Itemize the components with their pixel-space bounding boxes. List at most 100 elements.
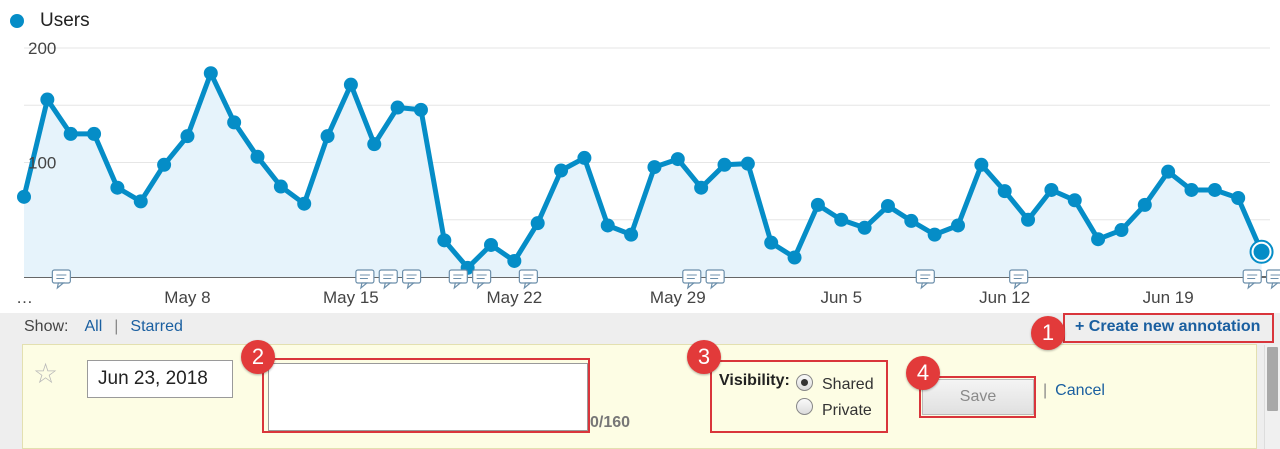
annotation-date-input[interactable]	[87, 360, 233, 398]
data-point-45[interactable]	[1067, 193, 1082, 208]
data-point-37[interactable]	[880, 199, 895, 214]
data-point-29[interactable]	[694, 180, 709, 195]
data-point-52[interactable]	[1231, 190, 1246, 205]
star-icon[interactable]: ☆	[33, 358, 59, 389]
data-point-23[interactable]	[554, 163, 569, 178]
users-chart[interactable]: 100 200 … May 8 May 15 May 22 May 29 Jun 5 Jun 1…	[0, 0, 1280, 313]
x-tick-label-3: May 29	[650, 288, 706, 307]
annotation-marker-icon[interactable]	[402, 269, 422, 290]
data-point-0[interactable]	[17, 189, 31, 204]
data-point-53[interactable]	[1253, 243, 1270, 260]
data-point-8[interactable]	[203, 66, 218, 81]
data-point-12[interactable]	[297, 196, 312, 211]
data-point-16[interactable]	[390, 100, 405, 115]
data-point-43[interactable]	[1021, 212, 1036, 227]
data-point-32[interactable]	[764, 235, 779, 250]
data-point-28[interactable]	[670, 152, 685, 167]
x-tick-label-1: May 15	[323, 288, 379, 307]
annotation-marker-icon[interactable]	[705, 269, 725, 290]
data-point-44[interactable]	[1044, 182, 1059, 197]
data-point-41[interactable]	[974, 157, 989, 172]
annotation-marker-icon[interactable]	[378, 269, 398, 290]
data-point-13[interactable]	[320, 129, 335, 144]
data-point-20[interactable]	[484, 237, 498, 252]
data-point-5[interactable]	[133, 194, 148, 209]
data-point-50[interactable]	[1184, 182, 1199, 197]
data-point-4[interactable]	[110, 180, 125, 195]
visibility-shared-label[interactable]: Shared	[822, 376, 874, 393]
legend-dot-icon	[10, 14, 24, 28]
data-point-3[interactable]	[87, 126, 102, 141]
data-point-18[interactable]	[437, 233, 452, 248]
data-point-40[interactable]	[951, 218, 965, 233]
annotation-marker-icon[interactable]	[448, 269, 468, 290]
cancel-row: | Cancel	[1043, 382, 1105, 400]
x-tick-label-start: …	[16, 288, 33, 307]
data-point-26[interactable]	[624, 227, 639, 242]
cancel-divider: |	[1043, 382, 1048, 399]
data-point-14[interactable]	[343, 77, 358, 92]
x-tick-label-4: Jun 5	[820, 288, 862, 307]
annotation-marker-icon[interactable]	[518, 269, 538, 290]
data-point-27[interactable]	[647, 160, 662, 175]
chart-legend[interactable]: Users	[10, 8, 90, 34]
filter-divider: |	[114, 318, 119, 335]
annotation-marker-icon[interactable]	[355, 269, 375, 290]
step-badge-1: 1	[1031, 316, 1065, 350]
annotation-marker-icon[interactable]	[915, 269, 935, 290]
data-point-46[interactable]	[1091, 232, 1106, 247]
data-point-47[interactable]	[1114, 223, 1129, 238]
data-point-30[interactable]	[717, 157, 732, 172]
data-point-38[interactable]	[904, 213, 919, 228]
visibility-private-label[interactable]: Private	[822, 402, 872, 419]
char-count: 0/160	[590, 414, 631, 431]
show-label: Show:	[24, 318, 69, 335]
x-tick-label-0: May 8	[164, 288, 210, 307]
step-badge-4: 4	[906, 356, 940, 390]
data-point-49[interactable]	[1161, 164, 1176, 179]
annotation-marker-icon[interactable]	[1242, 269, 1262, 290]
data-point-35[interactable]	[834, 212, 849, 227]
data-point-51[interactable]	[1207, 182, 1222, 197]
data-point-2[interactable]	[63, 126, 78, 141]
annotation-marker-icon[interactable]	[51, 269, 71, 290]
data-point-7[interactable]	[180, 129, 195, 144]
data-point-48[interactable]	[1137, 197, 1152, 212]
cancel-link[interactable]: Cancel	[1055, 382, 1105, 399]
data-point-39[interactable]	[927, 227, 942, 242]
y-tick-label-0: 100	[28, 154, 56, 173]
data-point-21[interactable]	[507, 253, 522, 268]
data-point-34[interactable]	[810, 197, 825, 212]
data-point-31[interactable]	[740, 156, 755, 171]
data-point-25[interactable]	[600, 218, 615, 233]
data-point-10[interactable]	[250, 149, 265, 164]
scrollbar[interactable]	[1264, 345, 1280, 449]
filter-starred-link[interactable]: Starred	[130, 318, 183, 335]
visibility-private-radio[interactable]	[796, 398, 813, 415]
filter-all-link[interactable]: All	[84, 318, 103, 335]
users-area-fill	[24, 73, 1262, 277]
data-point-42[interactable]	[997, 184, 1012, 199]
annotation-marker-icon[interactable]	[1265, 269, 1280, 290]
annotation-filter: Show: All | Starred	[24, 318, 189, 336]
scrollbar-thumb[interactable]	[1267, 347, 1278, 411]
annotation-marker-icon[interactable]	[472, 269, 492, 290]
data-point-22[interactable]	[530, 216, 545, 231]
data-point-1[interactable]	[40, 92, 55, 107]
save-button[interactable]: Save	[922, 379, 1034, 415]
data-point-11[interactable]	[273, 179, 288, 194]
y-tick-label-1: 200	[28, 39, 56, 58]
data-point-6[interactable]	[157, 157, 172, 172]
data-point-15[interactable]	[367, 137, 382, 152]
step-badge-2: 2	[241, 340, 275, 374]
annotation-marker-icon[interactable]	[1009, 269, 1029, 290]
annotation-marker-icon[interactable]	[682, 269, 702, 290]
data-point-24[interactable]	[577, 150, 592, 165]
data-point-17[interactable]	[413, 102, 428, 117]
data-point-36[interactable]	[857, 220, 872, 235]
annotation-note-input[interactable]	[268, 363, 588, 431]
visibility-shared-radio[interactable]	[796, 374, 813, 391]
create-annotation-link[interactable]: + Create new annotation	[1075, 318, 1261, 335]
data-point-9[interactable]	[227, 115, 242, 130]
data-point-33[interactable]	[787, 250, 802, 265]
